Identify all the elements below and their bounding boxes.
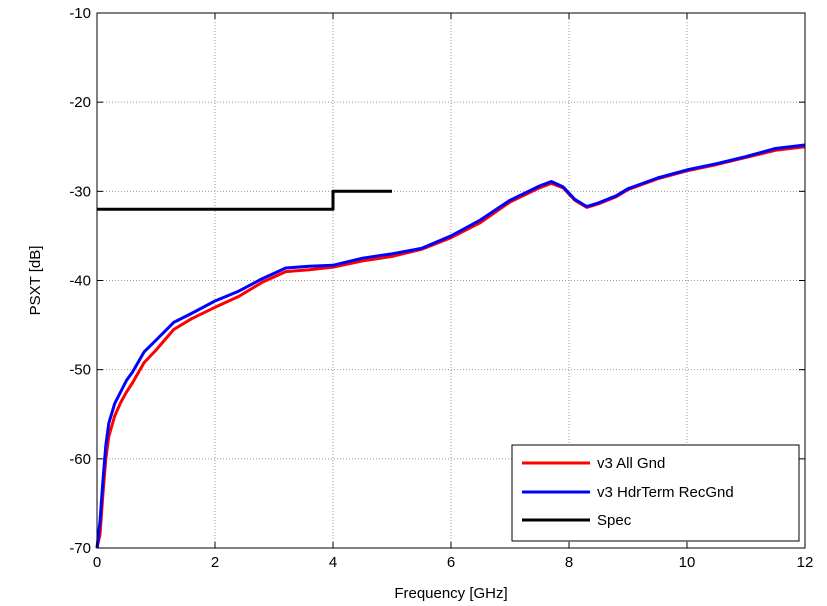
legend: v3 All Gnd v3 HdrTerm RecGnd Spec (511, 444, 800, 542)
ticks-layer (96, 12, 806, 549)
y-tick-label: -70 (69, 540, 91, 557)
y-tick-label: -40 (69, 273, 91, 290)
grid-layer (97, 13, 805, 548)
x-tick-label: 12 (797, 554, 814, 571)
series-layer (95, 143, 806, 549)
y-tick-label: -50 (69, 362, 91, 379)
x-axis-label: Frequency [GHz] (394, 585, 507, 602)
y-tick-label: -30 (69, 183, 91, 200)
x-tick-label: 4 (329, 554, 337, 571)
legend-label-2: Spec (597, 512, 632, 529)
x-tick-label: 10 (679, 554, 696, 571)
x-tick-label: 8 (565, 554, 573, 571)
x-tick-label: 2 (211, 554, 219, 571)
y-tick-label: -20 (69, 94, 91, 111)
x-tick-label: 6 (447, 554, 455, 571)
x-tick-label: 0 (93, 554, 101, 571)
y-axis-label: PSXT [dB] (27, 246, 44, 316)
legend-label-0: v3 All Gnd (597, 455, 665, 472)
y-tick-label: -60 (69, 451, 91, 468)
tick-labels-layer: 0 2 4 6 8 10 12 -10 -20 -30 -40 -50 -60 -70 (69, 5, 813, 571)
series-line-v3-hdrterm-recgnd (95, 143, 806, 549)
series-line-spec (97, 189, 392, 211)
y-tick-label: -10 (69, 5, 91, 22)
legend-label-1: v3 HdrTerm RecGnd (597, 484, 734, 501)
